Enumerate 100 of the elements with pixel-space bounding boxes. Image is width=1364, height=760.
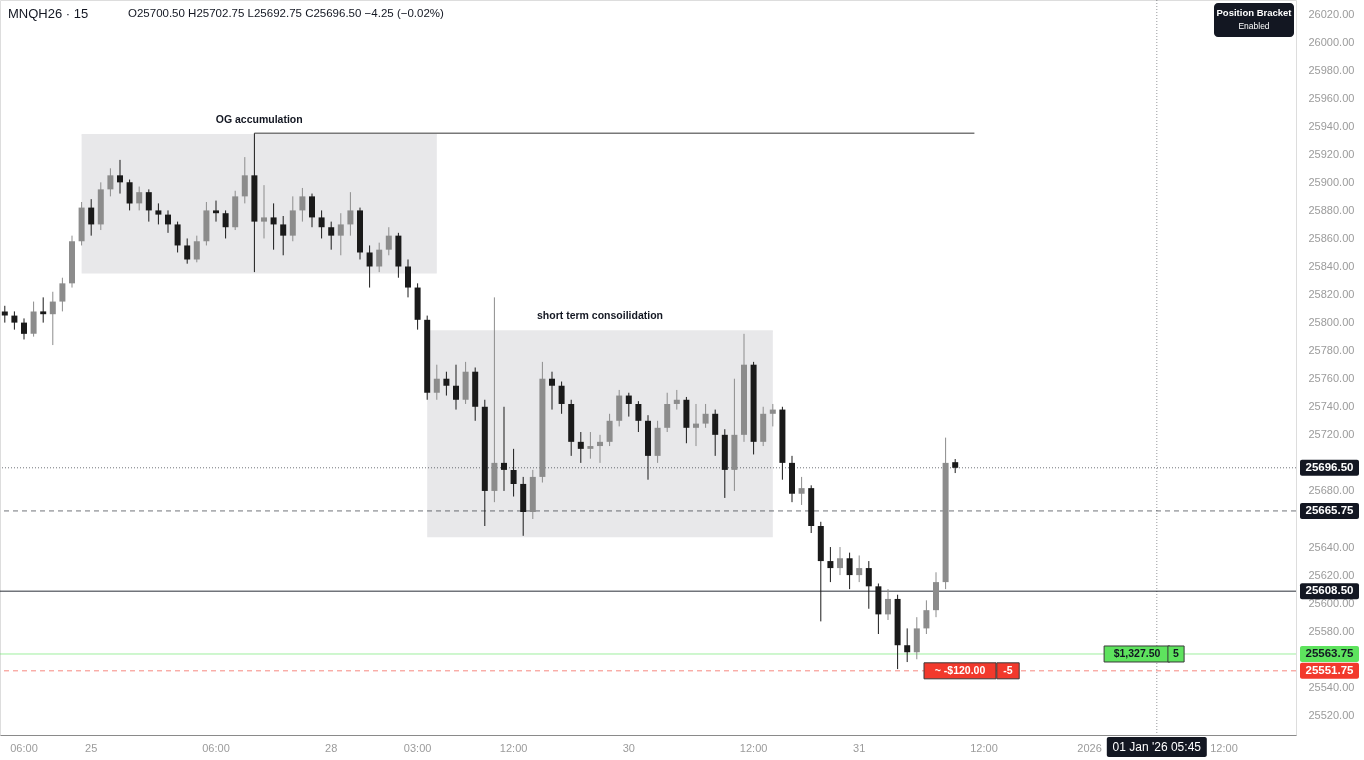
ref-line-label: 25696.50 [1305,460,1354,473]
candlestick [145,188,152,223]
candlestick [318,209,325,239]
y-tick-label: 25600.00 [1308,596,1355,609]
candlestick [549,371,555,411]
candlestick [443,371,450,397]
candlestick [798,476,805,506]
y-tick-label: 25920.00 [1308,147,1355,160]
candlestick [213,200,219,223]
y-tick-label: 25640.00 [1308,540,1355,553]
y-tick-label: 25760.00 [1308,372,1355,385]
y-tick-label: 26000.00 [1308,35,1355,48]
text: O25700.50 H25702.75 L25692.75 C25696.50 −4.25 (−0.02%) [128,7,445,19]
y-tick-label: 25680.00 [1308,484,1355,497]
x-tick-label: 25 [85,741,98,754]
chart-title: MNQH26 · 15 [8,6,89,21]
y-tick-label: 25620.00 [1308,568,1355,581]
annotation: -5 [1003,663,1013,676]
y-tick-label: 25780.00 [1308,344,1355,357]
candlestick [11,310,18,331]
y-tick-label: 25840.00 [1308,260,1355,273]
ref-line-label: 25608.50 [1305,584,1354,597]
y-tick-label: 25800.00 [1308,316,1355,329]
candlestick [837,546,843,576]
candlestick [21,317,27,340]
candlestick [280,215,287,256]
candlestick [117,159,123,195]
candlestick [501,406,507,492]
candlestick [625,392,632,418]
candlestick [433,364,440,401]
candlestick [904,627,911,663]
candlestick [309,193,315,228]
candlestick [558,381,565,415]
candlestick [347,191,354,237]
y-tick-label: 25740.00 [1308,400,1355,413]
annotation: 5 [1173,647,1180,659]
candlestick [923,599,930,635]
candlestick [673,389,680,411]
x-tick-label: 01 Jan '26 05:45 [1112,740,1202,754]
candlestick [606,413,613,447]
candlestick [405,258,411,298]
x-tick-label: 06:00 [10,741,38,754]
y-tick-label: 25580.00 [1308,624,1355,637]
candlestick [165,209,171,234]
candlestick [577,431,584,464]
y-tick-label: 25860.00 [1308,231,1355,244]
x-tick-label: 06:00 [202,741,230,754]
ref-line-label: 25665.75 [1305,503,1355,516]
y-tick-label: 25720.00 [1308,428,1355,441]
candlestick [88,198,95,237]
candlestick [299,187,306,223]
candlestick [385,226,392,256]
candlestick [59,277,66,312]
candlestick [107,167,114,197]
candlestick [856,554,863,583]
ref-line-label: 25563.75 [1305,647,1355,659]
candlestick [337,212,344,256]
candlestick [635,400,642,433]
x-tick-label: 12:00 [739,741,768,754]
candlestick [453,364,459,411]
y-tick-label: 25900.00 [1308,175,1355,188]
candlestick [222,209,229,239]
y-tick-label: 26020.00 [1308,7,1355,20]
y-tick-label: 25940.00 [1308,119,1355,132]
candlestick [241,156,248,204]
candlestick [664,392,671,433]
y-tick-label: 25960.00 [1308,91,1355,104]
x-tick-label: 12:00 [970,741,998,754]
annotation: $1,327.50 [1113,647,1161,659]
annotation: ~ -$120.00 [934,663,986,676]
y-tick-label: 25820.00 [1308,288,1355,301]
candlestick [136,186,143,211]
candlestick [193,235,200,263]
candlestick [885,588,891,621]
candlestick [865,560,872,610]
x-tick-label: 03:00 [403,741,432,754]
candlestick [366,244,373,289]
series-label: OG accumulation [215,112,303,125]
candlestick [510,448,517,498]
x-tick-label: 12:00 [1210,741,1238,754]
annotation: Position Bracket [1216,7,1293,18]
candlestick [376,242,383,273]
candlestick [846,552,853,590]
y-tick-label: 25880.00 [1308,203,1355,216]
x-tick-label: 12:00 [499,741,528,754]
candlestick [769,403,776,427]
candlestick [30,301,37,338]
candlestick [40,296,47,324]
x-tick-label: 31 [853,741,866,754]
candlestick [270,202,277,251]
x-tick-label: 2026 [1077,741,1102,754]
y-tick-label: 25980.00 [1308,63,1355,76]
y-tick-label: 25520.00 [1308,708,1355,721]
candlestick [126,179,133,211]
candlestick [693,403,699,447]
candlestick [49,291,56,346]
candlestick [597,434,603,464]
x-tick-label: 28 [325,741,338,754]
candlestick [712,409,719,457]
candlestick [702,403,709,429]
